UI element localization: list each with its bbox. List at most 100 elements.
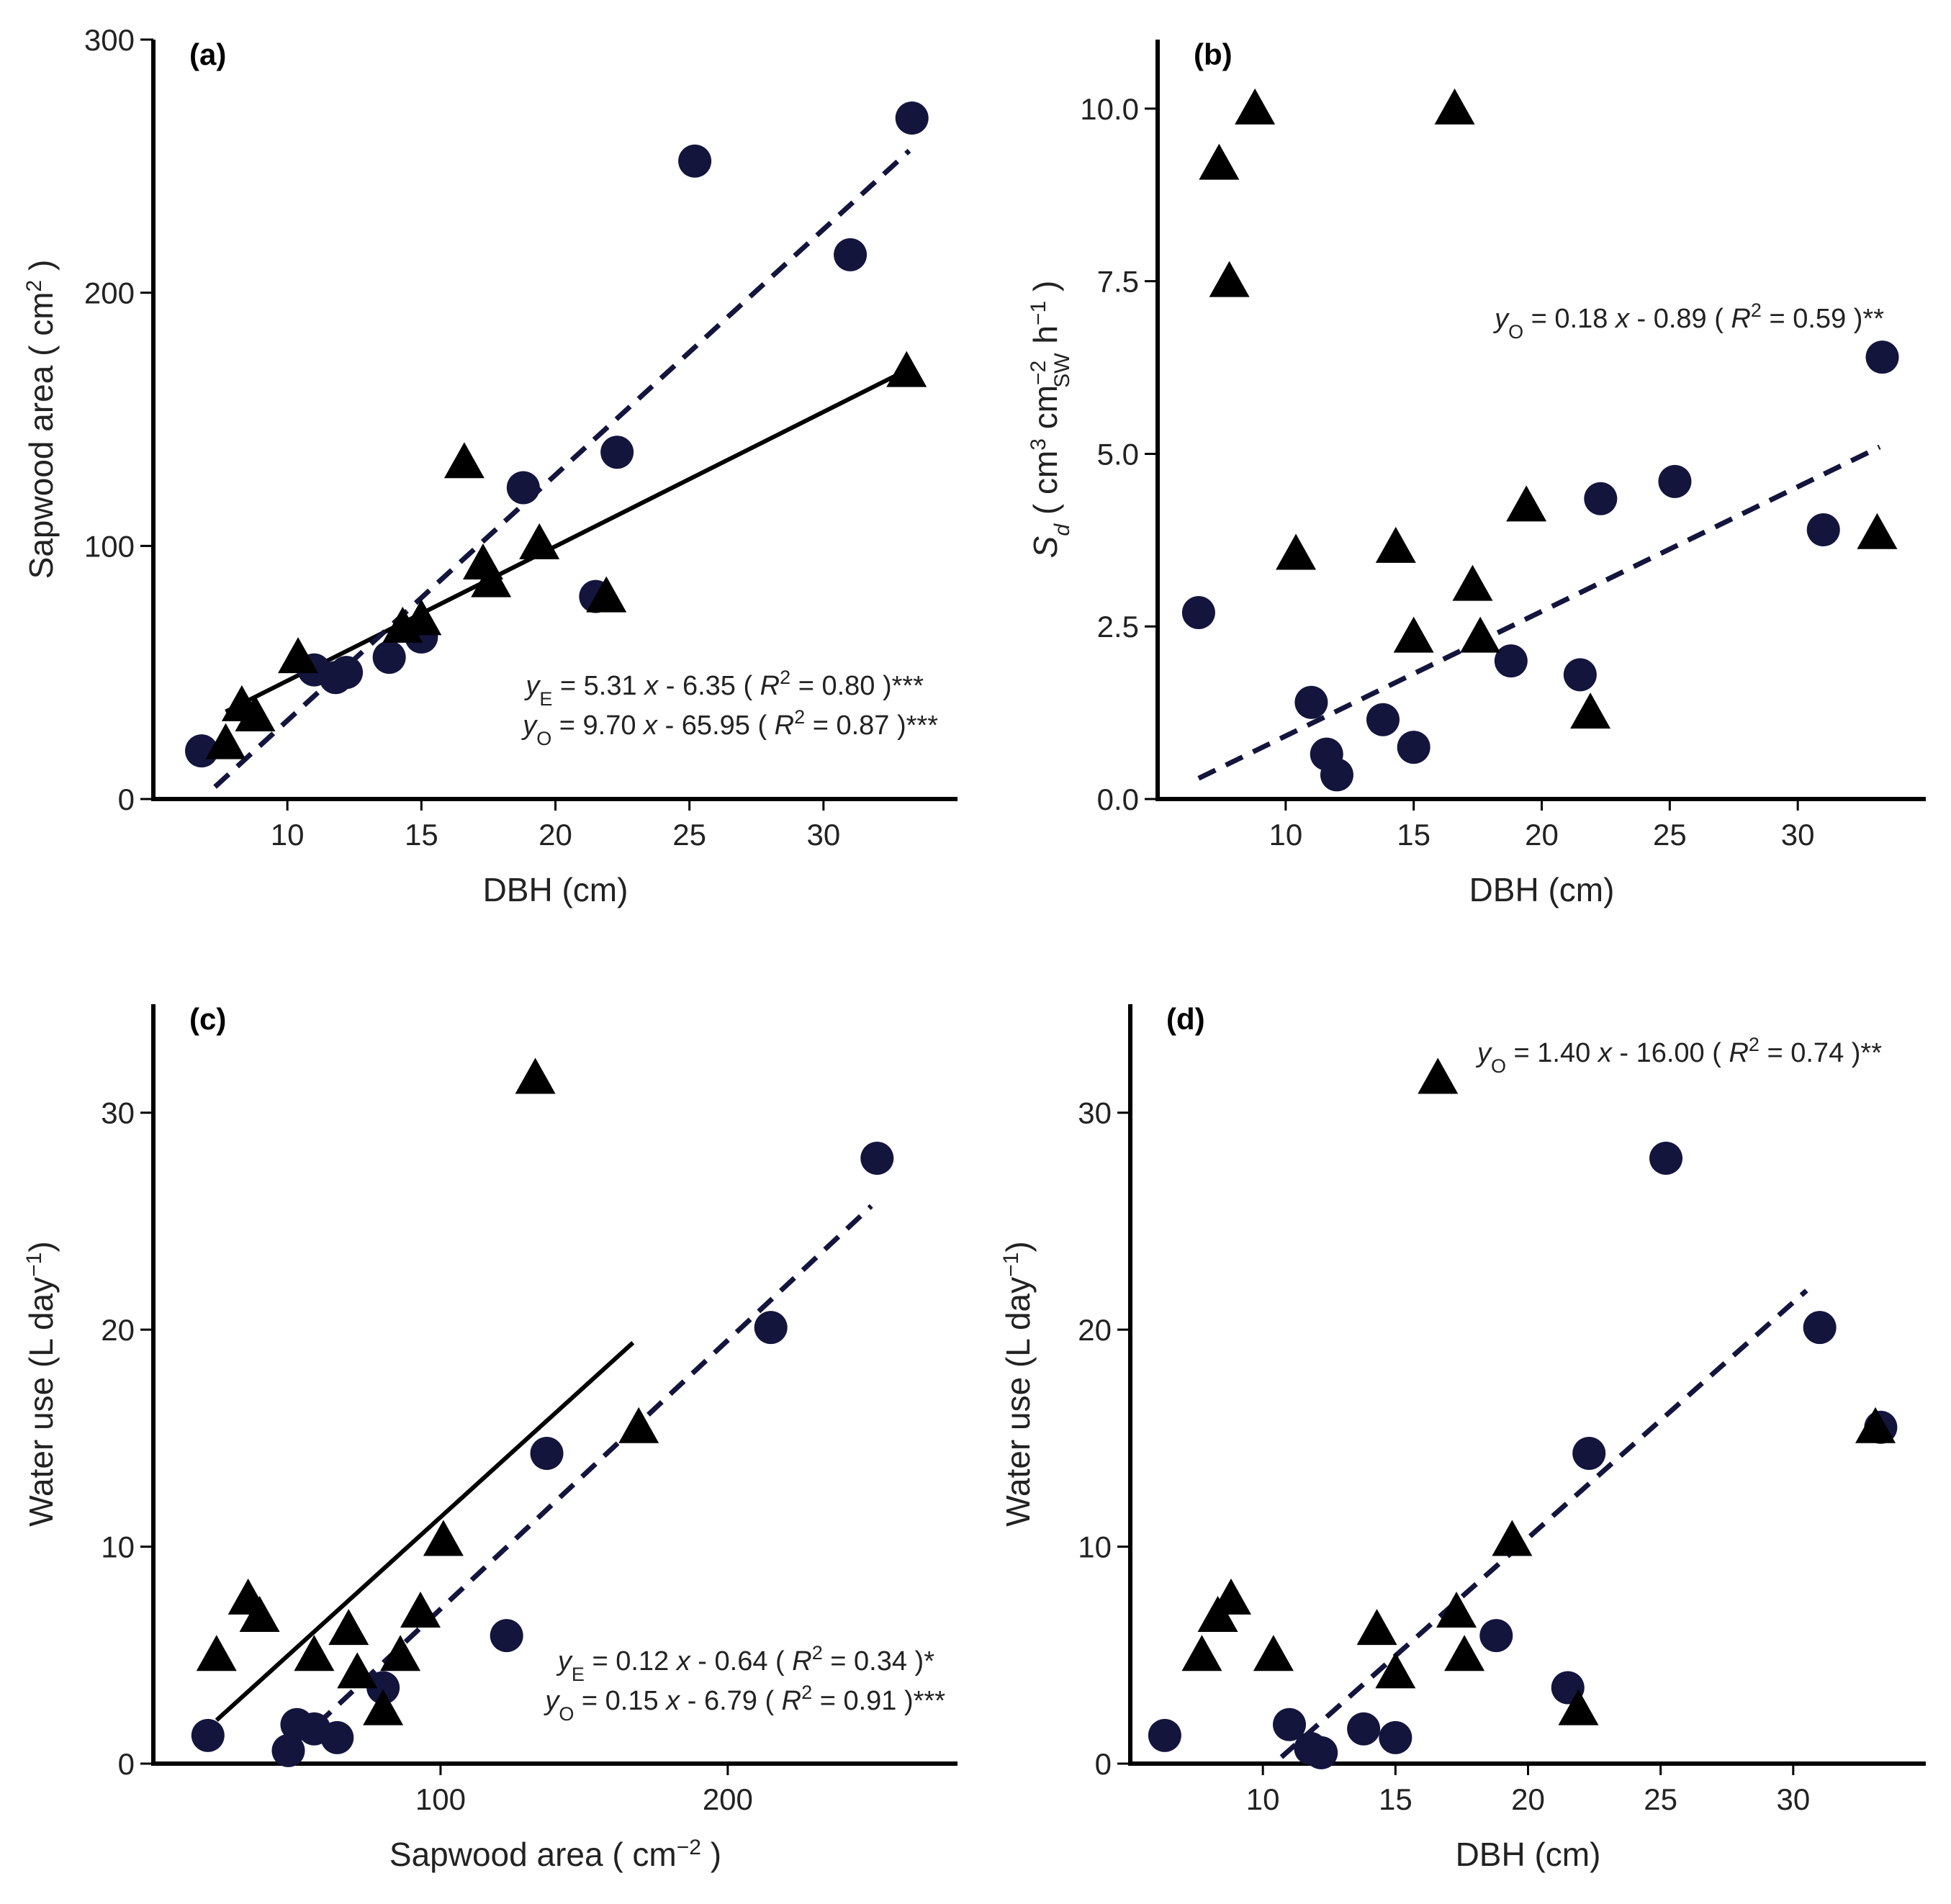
data-point-circle (191, 1718, 225, 1752)
data-point-triangle (1855, 1407, 1896, 1443)
y-tick-label: 10 (1078, 1530, 1112, 1564)
y-axis-label: Water use (L day−1) (22, 1241, 60, 1526)
x-tick-label: 25 (1653, 818, 1687, 852)
regression-equation: yO = 0.15 x - 6.79 ( R2 = 0.91 )*** (543, 1682, 945, 1725)
data-point-circle (678, 144, 712, 178)
y-tick-label: 0 (1095, 1747, 1112, 1781)
data-point-circle (271, 1733, 305, 1767)
fit-line-observed (1197, 444, 1881, 781)
data-point-circle (330, 656, 364, 690)
y-tick-label: 200 (84, 276, 135, 310)
panel-label: (a) (189, 37, 226, 71)
x-tick-label: 100 (415, 1782, 466, 1816)
x-axis-label: DBH (cm) (1469, 871, 1615, 908)
x-tick-label: 30 (1781, 818, 1815, 852)
data-point-triangle (363, 1689, 404, 1725)
data-point-circle (530, 1436, 564, 1470)
panel-label: (d) (1166, 1002, 1205, 1036)
data-point-triangle (519, 523, 560, 559)
data-point-circle (1865, 340, 1899, 374)
y-tick-label: 10 (101, 1530, 135, 1564)
data-point-triangle (1436, 1592, 1477, 1628)
data-point-triangle (1434, 88, 1475, 125)
panel-label: (c) (189, 1002, 226, 1036)
data-point-circle (1181, 596, 1215, 630)
y-axis-label: Sd ( cm3 cm−2SW h−1 ) (1027, 281, 1074, 559)
data-point-triangle (1375, 1652, 1416, 1689)
y-tick-label: 30 (101, 1096, 135, 1130)
panel-label: (b) (1194, 37, 1233, 71)
data-point-circle (895, 101, 929, 135)
data-point-triangle (886, 351, 927, 387)
data-point-triangle (443, 442, 485, 479)
data-point-triangle (1375, 526, 1416, 563)
data-point-triangle (1210, 1578, 1251, 1615)
y-tick-label: 300 (84, 23, 135, 57)
data-point-circle (1148, 1718, 1181, 1752)
x-tick-label: 10 (271, 818, 305, 852)
data-point-triangle (235, 695, 276, 731)
x-axis-label: Sapwood area ( cm−2 ) (389, 1836, 721, 1874)
data-point-triangle (1253, 1635, 1294, 1671)
x-tick-label: 15 (1379, 1782, 1412, 1816)
data-point-triangle (205, 723, 246, 759)
data-point-circle (1649, 1142, 1683, 1176)
x-tick-label: 15 (1397, 818, 1430, 852)
x-tick-label: 20 (539, 818, 572, 852)
data-point-triangle (1460, 616, 1501, 653)
x-tick-label: 200 (703, 1782, 753, 1816)
data-point-circle (1803, 1311, 1837, 1345)
data-point-circle (860, 1142, 894, 1176)
regression-equation: yE = 5.31 x - 6.35 ( R2 = 0.80 )*** (523, 667, 924, 710)
data-point-triangle (1444, 1635, 1485, 1671)
x-tick-label: 15 (405, 818, 438, 852)
data-point-triangle (401, 599, 442, 636)
data-point-triangle (1506, 485, 1547, 522)
data-point-circle (834, 238, 868, 271)
data-point-triangle (423, 1520, 464, 1556)
data-point-circle (754, 1311, 788, 1345)
data-point-triangle (1356, 1609, 1397, 1646)
data-point-triangle (328, 1609, 369, 1646)
y-tick-label: 0.0 (1097, 782, 1139, 816)
data-point-triangle (278, 637, 319, 674)
regression-equation: yE = 0.12 x - 0.64 ( R2 = 0.34 )* (556, 1642, 934, 1685)
regression-equation: yO = 1.40 x - 16.00 ( R2 = 0.74 )** (1475, 1034, 1882, 1077)
y-tick-label: 0 (118, 782, 135, 816)
x-tick-label: 20 (1525, 818, 1559, 852)
data-point-triangle (1393, 616, 1434, 653)
x-tick-label: 30 (806, 818, 840, 852)
regression-equation: yO = 9.70 x - 65.95 ( R2 = 0.87 )*** (521, 706, 938, 749)
panel-b: 10 15 20 25 30 0.0 2.5 5.0 7.5 10.0 (b) DBH (cm) Sd … (1027, 37, 1926, 908)
panel-c: 100 200 0 10 20 30 (c) Sapwood area ( cm−2 ) Wat… (22, 1002, 958, 1873)
data-point-circle (366, 1671, 400, 1705)
data-point-circle (1658, 464, 1692, 498)
data-point-triangle (1235, 88, 1276, 125)
y-tick-label: 100 (84, 529, 135, 563)
data-point-triangle (1418, 1057, 1459, 1094)
data-point-triangle (337, 1652, 378, 1689)
data-point-triangle (1558, 1689, 1599, 1725)
data-point-circle (1294, 685, 1328, 719)
data-point-circle (1479, 1619, 1513, 1653)
data-point-circle (1494, 644, 1528, 678)
data-point-circle (600, 436, 634, 469)
fit-line-observed (1279, 1289, 1808, 1759)
data-point-triangle (400, 1592, 441, 1628)
x-tick-label: 25 (672, 818, 706, 852)
data-point-triangle (515, 1057, 556, 1094)
y-tick-label: 0 (118, 1747, 135, 1781)
data-point-triangle (1492, 1520, 1533, 1556)
data-point-circle (185, 734, 219, 768)
data-point-triangle (1199, 143, 1240, 180)
data-point-circle (1397, 731, 1430, 764)
x-tick-label: 30 (1776, 1782, 1810, 1816)
data-point-triangle (1276, 533, 1317, 570)
data-point-circle (372, 641, 406, 674)
data-point-circle (1806, 513, 1840, 546)
data-point-triangle (294, 1635, 335, 1671)
x-tick-label: 10 (1246, 1782, 1280, 1816)
data-point-triangle (586, 576, 627, 613)
data-point-triangle (380, 1635, 421, 1671)
data-point-triangle (1570, 692, 1611, 729)
